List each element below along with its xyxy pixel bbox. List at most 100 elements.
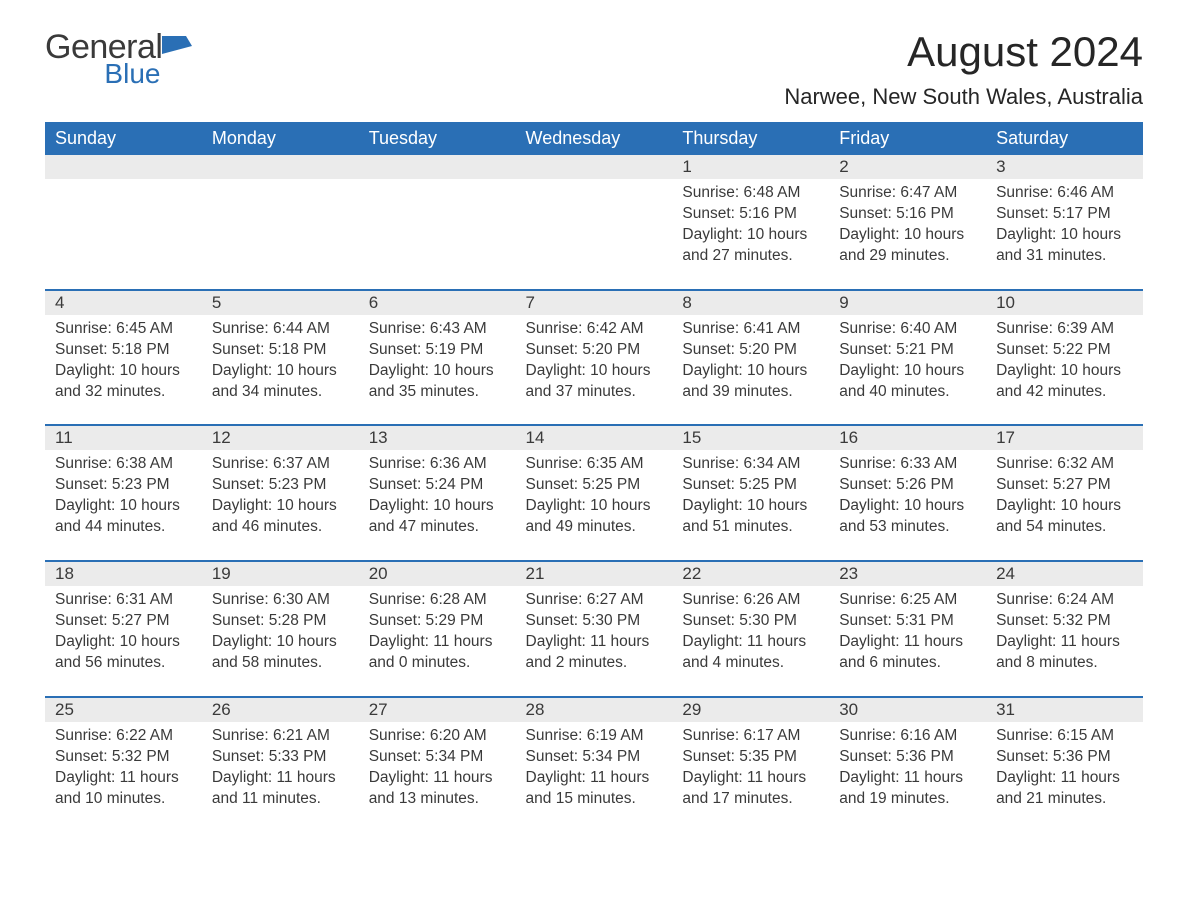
sunset-text: Sunset: 5:29 PM — [369, 611, 506, 632]
day-number: 8 — [672, 291, 829, 315]
sunrise-text: Sunrise: 6:28 AM — [369, 590, 506, 611]
daylight-text: Daylight: 11 hours and 4 minutes. — [682, 632, 819, 674]
calendar-cell: 20Sunrise: 6:28 AMSunset: 5:29 PMDayligh… — [359, 561, 516, 697]
sunset-text: Sunset: 5:27 PM — [996, 475, 1133, 496]
daylight-text: Daylight: 11 hours and 13 minutes. — [369, 768, 506, 810]
sunrise-text: Sunrise: 6:21 AM — [212, 726, 349, 747]
sunrise-text: Sunrise: 6:41 AM — [682, 319, 819, 340]
daylight-text: Daylight: 11 hours and 17 minutes. — [682, 768, 819, 810]
day-body: Sunrise: 6:45 AMSunset: 5:18 PMDaylight:… — [45, 315, 202, 425]
day-number: 9 — [829, 291, 986, 315]
day-number: 24 — [986, 562, 1143, 586]
sunrise-text: Sunrise: 6:15 AM — [996, 726, 1133, 747]
day-number — [202, 155, 359, 179]
sunset-text: Sunset: 5:36 PM — [996, 747, 1133, 768]
calendar-cell: 9Sunrise: 6:40 AMSunset: 5:21 PMDaylight… — [829, 290, 986, 426]
daylight-text: Daylight: 10 hours and 49 minutes. — [526, 496, 663, 538]
daylight-text: Daylight: 11 hours and 11 minutes. — [212, 768, 349, 810]
sunset-text: Sunset: 5:30 PM — [526, 611, 663, 632]
day-body: Sunrise: 6:27 AMSunset: 5:30 PMDaylight:… — [516, 586, 673, 696]
sunrise-text: Sunrise: 6:46 AM — [996, 183, 1133, 204]
calendar-cell: 21Sunrise: 6:27 AMSunset: 5:30 PMDayligh… — [516, 561, 673, 697]
daylight-text: Daylight: 10 hours and 56 minutes. — [55, 632, 192, 674]
sunrise-text: Sunrise: 6:19 AM — [526, 726, 663, 747]
day-number: 13 — [359, 426, 516, 450]
calendar-cell: 4Sunrise: 6:45 AMSunset: 5:18 PMDaylight… — [45, 290, 202, 426]
calendar-table: SundayMondayTuesdayWednesdayThursdayFrid… — [45, 122, 1143, 831]
day-number: 18 — [45, 562, 202, 586]
day-body: Sunrise: 6:46 AMSunset: 5:17 PMDaylight:… — [986, 179, 1143, 289]
day-number: 20 — [359, 562, 516, 586]
weekday-header: Saturday — [986, 122, 1143, 155]
sunset-text: Sunset: 5:28 PM — [212, 611, 349, 632]
sunset-text: Sunset: 5:18 PM — [55, 340, 192, 361]
calendar-cell: 30Sunrise: 6:16 AMSunset: 5:36 PMDayligh… — [829, 697, 986, 832]
daylight-text: Daylight: 10 hours and 46 minutes. — [212, 496, 349, 538]
calendar-cell: 18Sunrise: 6:31 AMSunset: 5:27 PMDayligh… — [45, 561, 202, 697]
day-number: 11 — [45, 426, 202, 450]
sunset-text: Sunset: 5:16 PM — [682, 204, 819, 225]
day-number: 1 — [672, 155, 829, 179]
day-body: Sunrise: 6:33 AMSunset: 5:26 PMDaylight:… — [829, 450, 986, 560]
weekday-header: Sunday — [45, 122, 202, 155]
calendar-cell — [516, 155, 673, 290]
calendar-subtitle: Narwee, New South Wales, Australia — [784, 84, 1143, 110]
day-body: Sunrise: 6:38 AMSunset: 5:23 PMDaylight:… — [45, 450, 202, 560]
day-number: 12 — [202, 426, 359, 450]
day-number: 14 — [516, 426, 673, 450]
calendar-cell — [202, 155, 359, 290]
calendar-cell: 1Sunrise: 6:48 AMSunset: 5:16 PMDaylight… — [672, 155, 829, 290]
sunrise-text: Sunrise: 6:17 AM — [682, 726, 819, 747]
day-body: Sunrise: 6:35 AMSunset: 5:25 PMDaylight:… — [516, 450, 673, 560]
calendar-cell: 23Sunrise: 6:25 AMSunset: 5:31 PMDayligh… — [829, 561, 986, 697]
day-body: Sunrise: 6:22 AMSunset: 5:32 PMDaylight:… — [45, 722, 202, 832]
day-body: Sunrise: 6:44 AMSunset: 5:18 PMDaylight:… — [202, 315, 359, 425]
day-number: 22 — [672, 562, 829, 586]
calendar-cell: 8Sunrise: 6:41 AMSunset: 5:20 PMDaylight… — [672, 290, 829, 426]
day-number: 19 — [202, 562, 359, 586]
sunset-text: Sunset: 5:36 PM — [839, 747, 976, 768]
calendar-cell: 15Sunrise: 6:34 AMSunset: 5:25 PMDayligh… — [672, 425, 829, 561]
day-number: 6 — [359, 291, 516, 315]
day-body: Sunrise: 6:24 AMSunset: 5:32 PMDaylight:… — [986, 586, 1143, 696]
day-body: Sunrise: 6:37 AMSunset: 5:23 PMDaylight:… — [202, 450, 359, 560]
sunrise-text: Sunrise: 6:48 AM — [682, 183, 819, 204]
daylight-text: Daylight: 10 hours and 44 minutes. — [55, 496, 192, 538]
day-number: 15 — [672, 426, 829, 450]
day-number: 23 — [829, 562, 986, 586]
sunrise-text: Sunrise: 6:44 AM — [212, 319, 349, 340]
sunset-text: Sunset: 5:18 PM — [212, 340, 349, 361]
daylight-text: Daylight: 11 hours and 6 minutes. — [839, 632, 976, 674]
day-body — [359, 179, 516, 275]
day-body: Sunrise: 6:47 AMSunset: 5:16 PMDaylight:… — [829, 179, 986, 289]
day-number — [45, 155, 202, 179]
day-body: Sunrise: 6:32 AMSunset: 5:27 PMDaylight:… — [986, 450, 1143, 560]
calendar-cell: 10Sunrise: 6:39 AMSunset: 5:22 PMDayligh… — [986, 290, 1143, 426]
calendar-cell: 14Sunrise: 6:35 AMSunset: 5:25 PMDayligh… — [516, 425, 673, 561]
sunrise-text: Sunrise: 6:38 AM — [55, 454, 192, 475]
day-body: Sunrise: 6:19 AMSunset: 5:34 PMDaylight:… — [516, 722, 673, 832]
calendar-week-row: 18Sunrise: 6:31 AMSunset: 5:27 PMDayligh… — [45, 561, 1143, 697]
sunset-text: Sunset: 5:25 PM — [682, 475, 819, 496]
day-body: Sunrise: 6:15 AMSunset: 5:36 PMDaylight:… — [986, 722, 1143, 832]
daylight-text: Daylight: 10 hours and 34 minutes. — [212, 361, 349, 403]
calendar-week-row: 11Sunrise: 6:38 AMSunset: 5:23 PMDayligh… — [45, 425, 1143, 561]
sunrise-text: Sunrise: 6:36 AM — [369, 454, 506, 475]
daylight-text: Daylight: 10 hours and 47 minutes. — [369, 496, 506, 538]
day-body: Sunrise: 6:39 AMSunset: 5:22 PMDaylight:… — [986, 315, 1143, 425]
day-body: Sunrise: 6:21 AMSunset: 5:33 PMDaylight:… — [202, 722, 359, 832]
day-number: 31 — [986, 698, 1143, 722]
day-number: 7 — [516, 291, 673, 315]
day-number — [359, 155, 516, 179]
calendar-week-row: 4Sunrise: 6:45 AMSunset: 5:18 PMDaylight… — [45, 290, 1143, 426]
sunrise-text: Sunrise: 6:42 AM — [526, 319, 663, 340]
sunrise-text: Sunrise: 6:26 AM — [682, 590, 819, 611]
calendar-cell: 26Sunrise: 6:21 AMSunset: 5:33 PMDayligh… — [202, 697, 359, 832]
daylight-text: Daylight: 10 hours and 51 minutes. — [682, 496, 819, 538]
weekday-header: Monday — [202, 122, 359, 155]
sunrise-text: Sunrise: 6:35 AM — [526, 454, 663, 475]
daylight-text: Daylight: 11 hours and 19 minutes. — [839, 768, 976, 810]
sunrise-text: Sunrise: 6:20 AM — [369, 726, 506, 747]
weekday-header: Wednesday — [516, 122, 673, 155]
calendar-week-row: 25Sunrise: 6:22 AMSunset: 5:32 PMDayligh… — [45, 697, 1143, 832]
